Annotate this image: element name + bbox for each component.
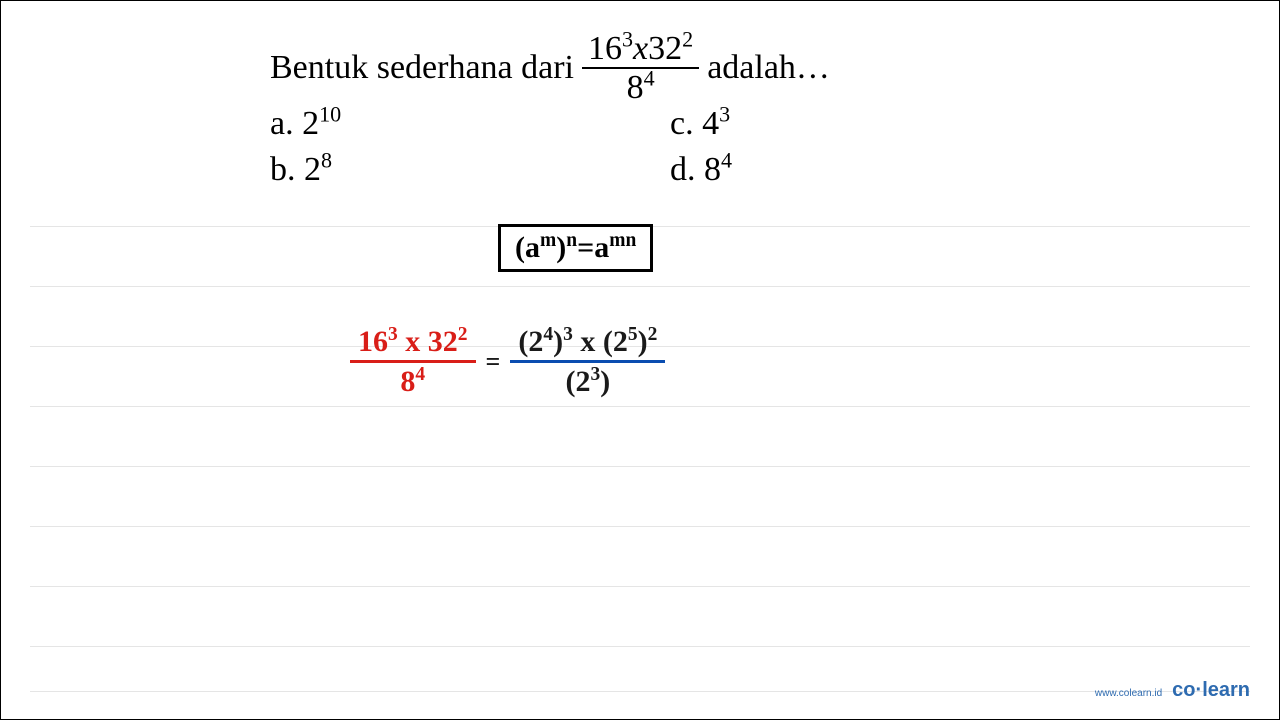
- formula-eq: =: [577, 231, 594, 265]
- option-b: b. 28: [270, 151, 670, 189]
- options-row-2: b. 28 d. 84: [270, 151, 1010, 189]
- worked-solution: 163 x 322 84 = (24)3 x (25)2 (23): [350, 325, 665, 398]
- question-block: Bentuk sederhana dari 163x322 84 adalah…: [270, 30, 1010, 107]
- formula-rhs: amn: [594, 231, 636, 265]
- fraction-denominator: 84: [621, 69, 661, 106]
- options-row-1: a. 210 c. 43: [270, 105, 1010, 143]
- ruled-paper: [30, 226, 1250, 710]
- rule-line: [30, 406, 1250, 407]
- work-left-fraction: 163 x 322 84: [350, 325, 476, 398]
- formula-lhs: (am)n: [515, 231, 577, 265]
- options-block: a. 210 c. 43 b. 28 d. 84: [270, 105, 1010, 197]
- formula-box: (am)n = amn: [498, 224, 653, 272]
- fraction-numerator: 163x322: [582, 30, 699, 69]
- question-prefix: Bentuk sederhana dari: [270, 49, 574, 87]
- rule-line: [30, 526, 1250, 527]
- brand-logo: co·learn: [1172, 679, 1250, 702]
- option-a: a. 210: [270, 105, 670, 143]
- work-left-denominator: 84: [392, 363, 433, 398]
- option-d: d. 84: [670, 151, 970, 189]
- rule-line: [30, 586, 1250, 587]
- rule-line: [30, 286, 1250, 287]
- question-suffix: adalah…: [707, 49, 830, 87]
- work-left-numerator: 163 x 322: [350, 325, 476, 363]
- question-fraction: 163x322 84: [582, 30, 699, 107]
- brand-url: www.colearn.id: [1095, 688, 1162, 699]
- question-text: Bentuk sederhana dari 163x322 84 adalah…: [270, 30, 1010, 107]
- equals-sign: =: [486, 347, 501, 377]
- rule-line: [30, 646, 1250, 647]
- work-right-fraction: (24)3 x (25)2 (23): [510, 325, 665, 398]
- work-right-denominator: (23): [557, 363, 618, 398]
- rule-line: [30, 466, 1250, 467]
- rule-line: [30, 691, 1250, 692]
- option-c: c. 43: [670, 105, 970, 143]
- work-right-numerator: (24)3 x (25)2: [510, 325, 665, 363]
- branding-watermark: www.colearn.id co·learn: [1095, 679, 1250, 702]
